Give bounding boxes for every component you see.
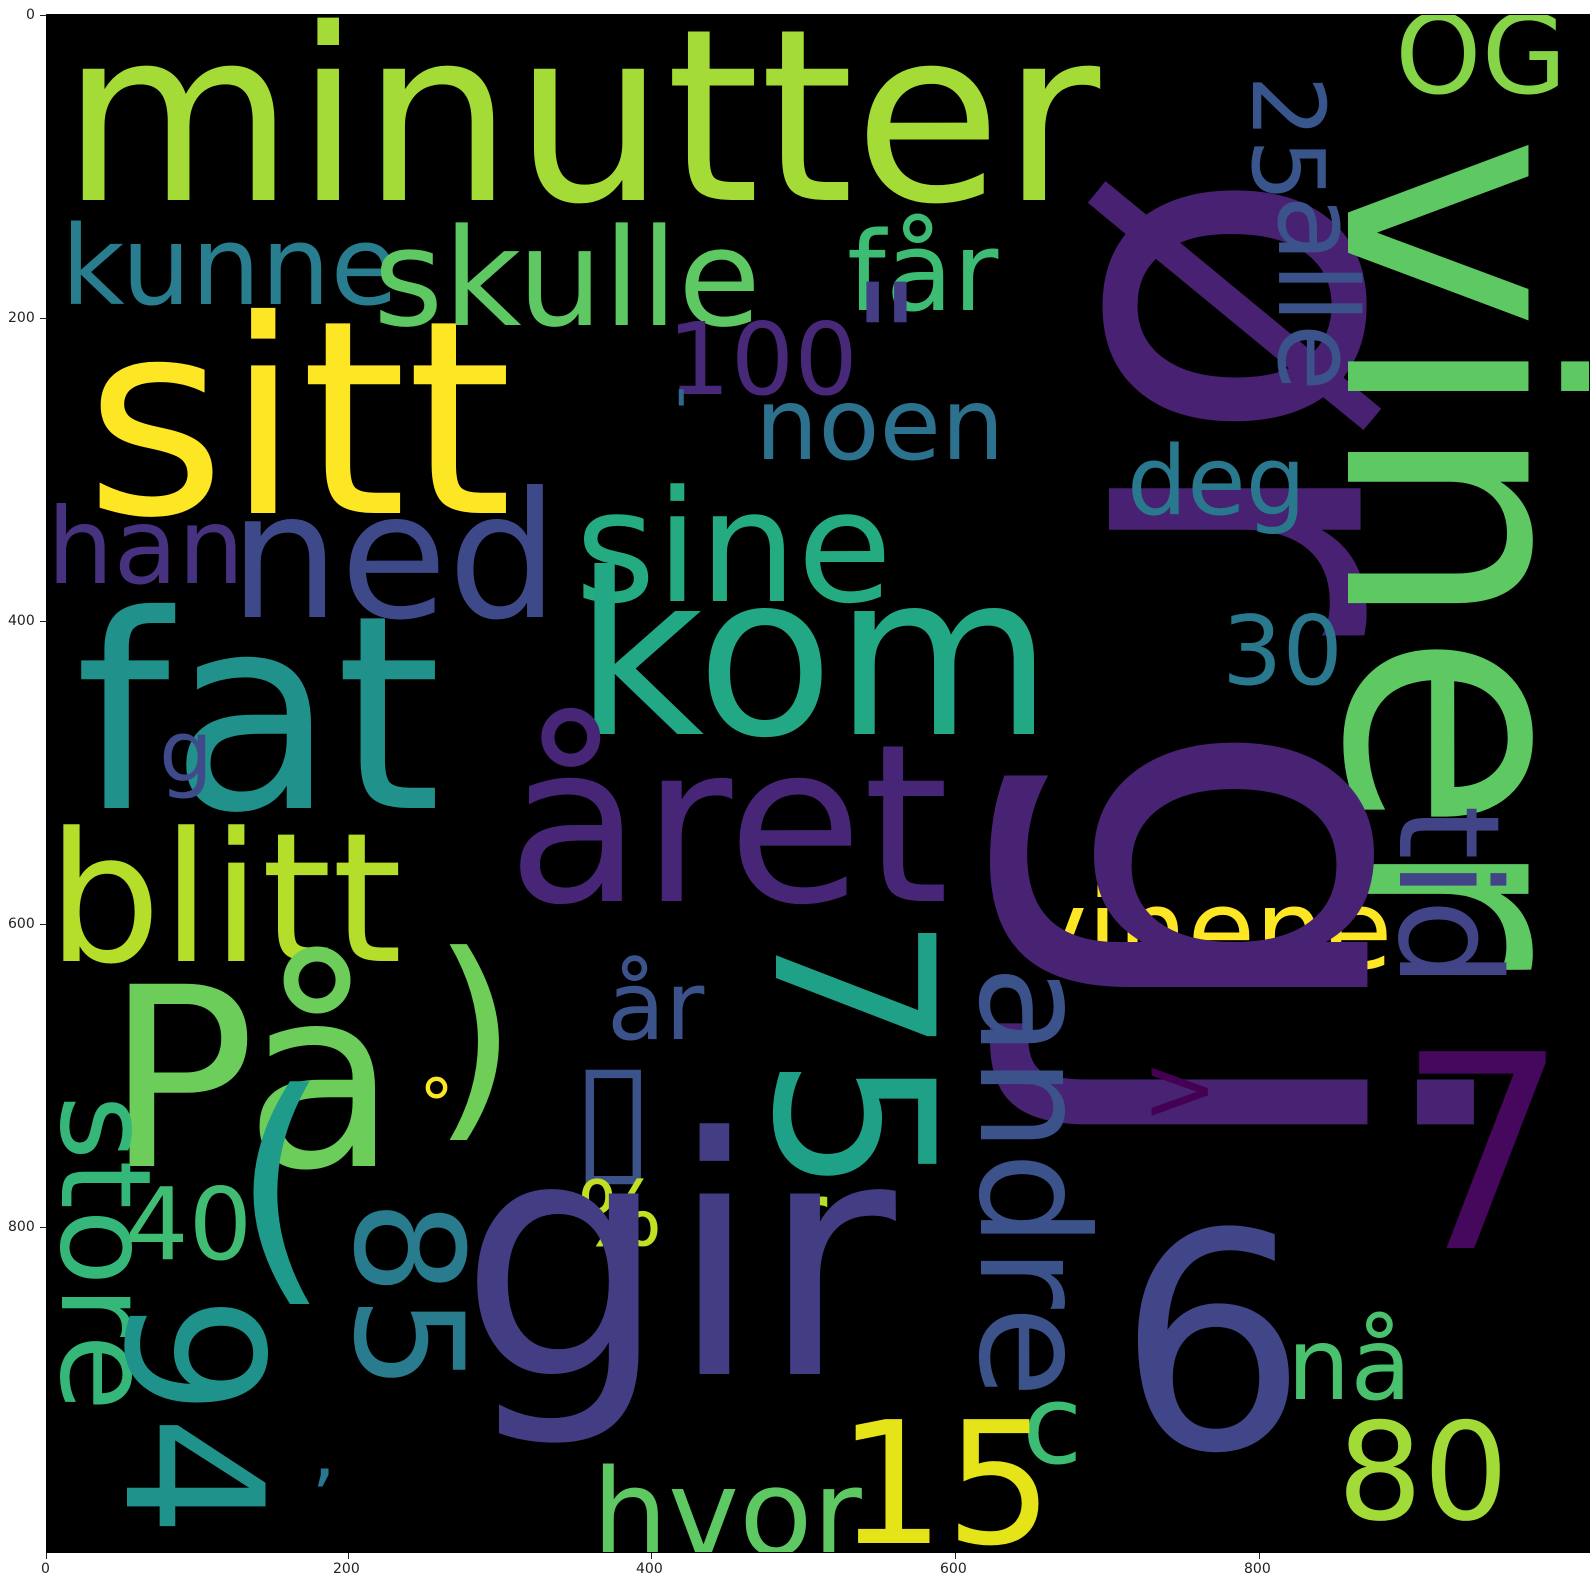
- word-box: ▯: [572, 1028, 655, 1202]
- y-tick-label: 600: [8, 916, 35, 932]
- word-og: OG: [1395, 14, 1567, 119]
- y-tick-label: 400: [8, 613, 35, 629]
- word-aret: året: [507, 697, 950, 953]
- x-tick-mark: [651, 1553, 652, 1559]
- word-40: 40: [125, 1166, 253, 1283]
- y-tick-label: 200: [8, 310, 35, 326]
- wordcloud-canvas: minutter ør viner OG 25 alle sitt kunne …: [46, 14, 1590, 1553]
- x-tick-mark: [348, 1553, 349, 1559]
- word-na: nå: [1287, 1306, 1412, 1423]
- word-gt: >: [1142, 1037, 1218, 1142]
- word-g: g: [159, 703, 213, 802]
- word-apostrophe: ': [673, 378, 690, 448]
- word-quote: ": [852, 253, 921, 427]
- word-close-paren: ): [432, 907, 518, 1163]
- y-tick-mark: [40, 15, 46, 16]
- y-tick-mark: [40, 621, 46, 622]
- word-degree: °: [419, 1064, 454, 1146]
- word-94: 94: [82, 1295, 303, 1537]
- word-vinene: vinene: [1022, 866, 1393, 994]
- x-tick-label: 400: [636, 1561, 663, 1577]
- word-7: 7: [1397, 997, 1569, 1312]
- y-tick-mark: [40, 924, 46, 925]
- word-c: c: [1022, 1361, 1083, 1489]
- word-percent: %: [577, 1162, 663, 1267]
- word-kom: kom: [574, 526, 1054, 788]
- word-pa: På: [105, 934, 398, 1225]
- x-tick-label: 800: [1244, 1561, 1271, 1577]
- word-30: 30: [1222, 597, 1343, 707]
- word-100: 100: [667, 301, 858, 418]
- word-fat: fat: [75, 557, 442, 872]
- y-tick-label: 800: [8, 1219, 35, 1235]
- word-alle: alle: [1253, 195, 1381, 392]
- word-deg: deg: [1127, 427, 1307, 537]
- y-tick-label: 0: [26, 7, 35, 23]
- word-minutter: minutter: [61, 14, 1101, 257]
- word-sine: sine: [575, 457, 893, 638]
- word-80: 80: [1337, 1394, 1509, 1551]
- word-open-paren: (: [232, 1039, 330, 1330]
- word-r: r: [782, 1156, 828, 1284]
- x-tick-label: 600: [940, 1561, 967, 1577]
- word-far: får: [847, 208, 999, 336]
- x-tick-mark: [1259, 1553, 1260, 1559]
- word-25: 25: [1229, 75, 1346, 203]
- x-tick-mark: [46, 1553, 47, 1559]
- word-ned: ned: [229, 456, 559, 659]
- word-6: 6: [1117, 1170, 1308, 1519]
- word-han: han: [47, 486, 245, 608]
- word-gir: gir: [459, 1068, 896, 1452]
- word-comma: ,: [312, 1408, 336, 1496]
- word-15: 15: [837, 1386, 1054, 1553]
- word-blitt: blitt: [47, 795, 403, 1004]
- word-skulle: skulle: [373, 200, 761, 357]
- word-andre: andre: [945, 965, 1119, 1398]
- word-hvor: hvor: [592, 1445, 862, 1553]
- word-kunne: kunne: [61, 202, 399, 330]
- word-ar: år: [607, 952, 705, 1062]
- x-tick-label: 0: [41, 1561, 50, 1577]
- y-tick-mark: [40, 318, 46, 319]
- y-tick-mark: [40, 1227, 46, 1228]
- x-tick-mark: [955, 1553, 956, 1559]
- word-noen: noen: [755, 366, 1005, 483]
- word-sitt: sitt: [85, 262, 513, 577]
- x-tick-label: 200: [333, 1561, 360, 1577]
